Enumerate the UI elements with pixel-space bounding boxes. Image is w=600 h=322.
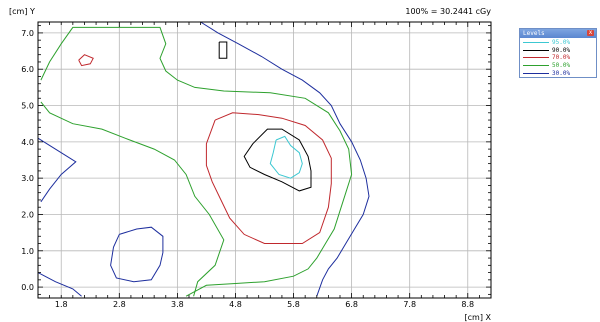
level-swatch xyxy=(523,49,549,51)
level-swatch xyxy=(523,57,549,59)
contour-950 xyxy=(269,135,303,179)
contour-300 xyxy=(110,226,164,283)
x-tick-label: 1.8 xyxy=(55,300,68,309)
level-row[interactable]: 70.0% xyxy=(523,54,593,62)
plot-frame xyxy=(37,21,492,299)
y-tick-label: 1.0 xyxy=(21,247,34,256)
x-tick-label: 5.8 xyxy=(287,300,300,309)
x-tick-label: 8.8 xyxy=(461,300,474,309)
contour-lines xyxy=(37,21,370,297)
y-tick-label: 4.0 xyxy=(21,138,34,147)
close-icon[interactable]: x xyxy=(587,29,594,36)
level-label: 70.0% xyxy=(552,54,571,62)
axis-ticks: 1.8 2.8 3.8 4.8 5.8 6.8 7.8 8.8 7.0 6.0 5.0 4.0 3.0 2… xyxy=(21,22,492,309)
x-tick-label: 6.8 xyxy=(345,300,358,309)
contour-500 xyxy=(40,101,225,297)
level-swatch xyxy=(523,72,549,74)
y-tick-label: 0.0 xyxy=(21,283,34,292)
y-tick-label: 2.0 xyxy=(21,210,34,219)
level-label: 90.0% xyxy=(552,46,571,54)
normalization-label: 100% = 30.2441 cGy xyxy=(405,7,491,16)
y-tick-label: 6.0 xyxy=(21,65,34,74)
grid xyxy=(38,22,491,298)
contour-900 xyxy=(218,41,228,59)
contour-300 xyxy=(200,21,370,297)
x-tick-label: 3.8 xyxy=(171,300,184,309)
y-axis-title: [cm] Y xyxy=(9,7,35,16)
y-tick-label: 7.0 xyxy=(21,29,34,38)
y-tick-label: 5.0 xyxy=(21,102,34,111)
level-swatch xyxy=(523,42,549,44)
levels-title: Levels xyxy=(523,30,545,37)
levels-titlebar[interactable]: Levels x xyxy=(520,29,596,38)
level-label: 30.0% xyxy=(552,69,571,77)
level-row[interactable]: 95.0% xyxy=(523,39,593,47)
level-swatch xyxy=(523,65,549,67)
contour-700 xyxy=(78,54,94,67)
x-tick-label: 7.8 xyxy=(403,300,416,309)
level-label: 95.0% xyxy=(552,39,571,47)
contour-300 xyxy=(37,272,82,297)
x-tick-label: 4.8 xyxy=(229,300,242,309)
level-row[interactable]: 30.0% xyxy=(523,69,593,77)
x-axis-title: [cm] X xyxy=(465,313,492,322)
levels-list: 95.0% 90.0% 70.0% 50.0% 30.0% xyxy=(520,38,596,78)
contour-900 xyxy=(243,128,312,192)
contour-700 xyxy=(205,112,332,244)
level-label: 50.0% xyxy=(552,62,571,70)
level-row[interactable]: 90.0% xyxy=(523,47,593,55)
x-tick-label: 2.8 xyxy=(113,300,126,309)
contour-500 xyxy=(40,26,353,297)
y-tick-label: 3.0 xyxy=(21,174,34,183)
contour-300 xyxy=(37,137,77,203)
level-row[interactable]: 50.0% xyxy=(523,62,593,70)
levels-panel[interactable]: Levels x 95.0% 90.0% 70.0% 50.0% 30.0% xyxy=(519,28,597,78)
